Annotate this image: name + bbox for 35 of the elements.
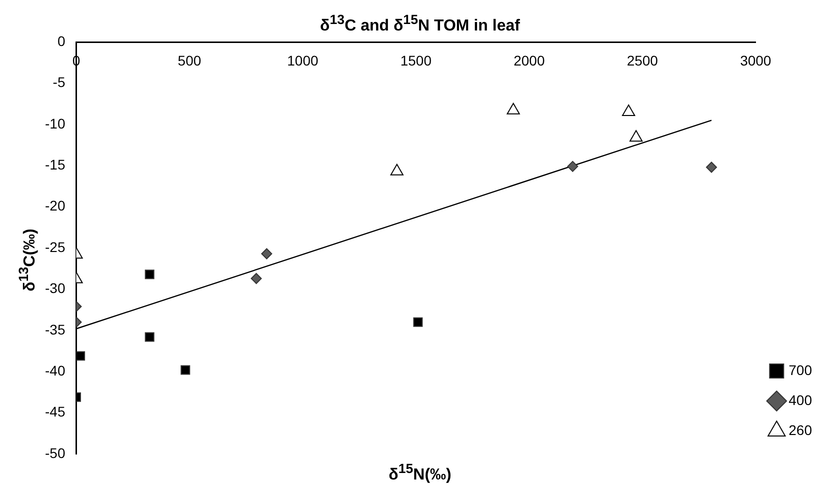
x-tick-label: 2500 bbox=[626, 52, 658, 68]
y-tick-label: -20 bbox=[45, 198, 66, 214]
point bbox=[390, 164, 404, 176]
point bbox=[506, 102, 520, 114]
y-tick-label: -5 bbox=[52, 74, 66, 90]
point bbox=[250, 272, 262, 284]
legend-label: 400 bbox=[788, 392, 812, 408]
x-tick-label: 1000 bbox=[287, 52, 318, 68]
point bbox=[144, 270, 154, 280]
point bbox=[261, 248, 272, 260]
y-tick-label: -50 bbox=[45, 444, 66, 461]
point bbox=[180, 365, 190, 375]
y-tick-label: 0 bbox=[57, 32, 66, 49]
x-tick-label: 2000 bbox=[514, 52, 545, 68]
point bbox=[76, 351, 86, 361]
y-tick-label: -30 bbox=[45, 280, 66, 296]
x-tick-label: 3000 bbox=[740, 52, 772, 68]
chart-title: δ$^{13}$C and δ$^{15}$N TOM in leaf bbox=[320, 12, 520, 34]
x-tick-label: 1500 bbox=[400, 52, 432, 68]
legend-label: 260 bbox=[788, 422, 812, 438]
y-tick-label: -15 bbox=[45, 156, 66, 172]
legend-label: 700 bbox=[788, 362, 812, 378]
point bbox=[706, 162, 717, 173]
y-tick-label: -45 bbox=[45, 404, 66, 420]
point bbox=[413, 317, 423, 327]
y-tick-label: -40 bbox=[45, 362, 66, 378]
y-tick-label: -35 bbox=[45, 321, 66, 338]
point bbox=[630, 130, 643, 142]
y-tick-label: -25 bbox=[45, 238, 66, 255]
x-tick-label: 500 bbox=[178, 52, 202, 68]
point bbox=[567, 160, 578, 172]
y-tick-label: -10 bbox=[45, 115, 66, 132]
x-axis-title: δ$^{15}$N(‰) bbox=[388, 460, 452, 484]
point bbox=[622, 104, 636, 116]
point bbox=[144, 332, 154, 342]
